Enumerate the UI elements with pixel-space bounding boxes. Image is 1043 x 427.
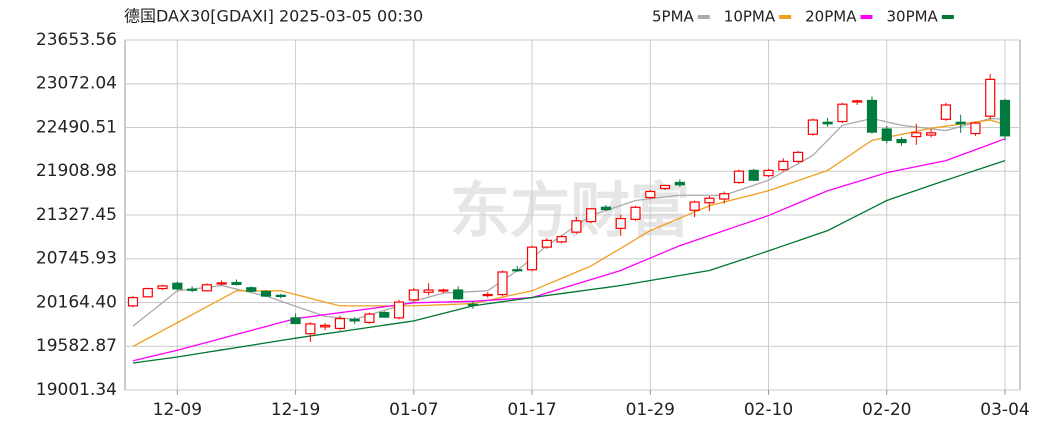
x-tick-label: 12-09 [153,400,202,420]
candle-body [985,78,996,117]
candle-body [748,169,759,181]
candle-body [940,104,951,120]
candle-body [216,282,227,285]
watermark: 东方财富 [450,177,690,247]
candle-body [201,284,212,292]
candle-body [275,294,286,298]
y-tick-label: 19001.34 [36,380,117,400]
candle-body [615,217,626,229]
y-tick-label: 20164.40 [36,292,117,312]
candle-body [792,151,804,162]
legend-label: 20PMA [805,8,857,26]
candle-body [246,287,257,292]
candle-body [127,296,139,307]
candle-body [778,160,789,171]
candle-body [231,281,242,285]
candle-body [320,324,331,328]
candle-body [305,323,316,335]
x-tick-label: 03-04 [980,400,1029,420]
candle-body [497,271,508,296]
candle-body [586,208,597,223]
candle-body [926,132,937,136]
candle-body [172,282,183,290]
legend-label: 5PMA [652,8,695,26]
candle-body [393,301,405,319]
legend-label: 10PMA [724,8,776,26]
chart-title: 德国DAX30[GDAXI] 2025-03-05 00:30 [124,7,423,26]
y-tick-label: 23653.56 [36,30,117,50]
candle-body [408,289,419,301]
candle-body [438,289,449,292]
candle-body [911,132,922,138]
candle-body [999,99,1011,137]
candle-body [733,170,745,184]
candle-body [896,138,907,144]
x-tick-label: 01-29 [626,400,675,420]
candle-body [970,122,981,135]
candle-body [187,288,198,291]
y-tick-label: 20745.93 [36,249,117,269]
candle-body [674,181,685,186]
candle-body [364,313,375,323]
candle-body [837,103,848,123]
candle-body [866,99,878,133]
candle-body [512,269,523,272]
candle-body [423,289,434,293]
x-tick-label: 02-20 [862,400,911,420]
x-tick-label: 02-10 [744,400,793,420]
candle-body [379,312,390,318]
y-tick-label: 19582.87 [36,336,117,356]
candle-body [719,193,730,200]
candle-body [467,303,479,306]
x-tick-label: 01-07 [389,400,438,420]
candle-body [260,290,272,297]
y-tick-label: 21327.45 [36,205,117,225]
candle-body [822,121,833,125]
candle-body [689,201,700,211]
ma-line [132,160,1006,364]
x-tick-label: 01-17 [507,400,556,420]
candle-body [349,318,360,322]
x-tick-label: 12-19 [271,400,320,420]
candle-body [763,169,774,177]
candle-body [852,100,863,103]
candle-body [807,119,818,135]
ma-line [132,138,1006,362]
candle-body [881,128,892,141]
ma-line [132,119,1006,348]
y-tick-label: 23072.04 [36,74,117,94]
candle-body [659,184,671,190]
candle-body [541,239,552,248]
y-tick-label: 22490.51 [36,117,117,137]
candle-body [630,206,641,220]
candle-body [600,206,612,211]
candle-body [955,121,966,125]
candle-body [645,190,656,199]
candle-body [290,317,301,325]
candle-body [157,285,168,290]
candle-body [482,293,493,297]
candle-body [142,287,153,298]
candle-body [453,289,464,300]
ma-line [132,117,1006,327]
candle-body [334,318,346,330]
candle-body [571,220,582,233]
legend-label: 30PMA [886,8,938,26]
candle-body [704,197,715,204]
candle-body [526,246,538,271]
candle-body [556,236,567,243]
y-tick-label: 21908.98 [36,161,117,181]
